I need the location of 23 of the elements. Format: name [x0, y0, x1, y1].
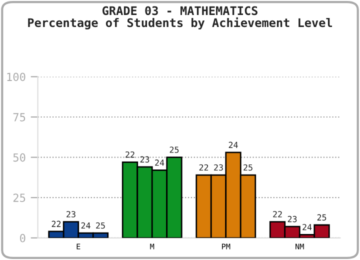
text: 24 — [302, 224, 312, 230]
text: 23 — [288, 216, 297, 222]
text: 25 — [96, 222, 105, 229]
y-tick-label: 75 — [13, 113, 26, 122]
y-tick-label: 0 — [20, 234, 26, 242]
text: 24 — [228, 142, 238, 148]
text: 22 — [273, 211, 282, 218]
series-label: 25 — [170, 146, 179, 153]
series-label: 22 — [52, 220, 61, 227]
text: 23 — [214, 164, 223, 171]
text: 23 — [66, 211, 76, 218]
series-label: 24 — [81, 222, 90, 229]
chart-subtitle: Percentage of Students by Achievement Level — [28, 17, 332, 30]
y-tick-label: 25 — [13, 194, 26, 202]
text: 22 — [199, 164, 208, 171]
chart-title: GRADE 03 - MATHEMATICS — [102, 6, 258, 16]
text: 22 — [126, 151, 134, 158]
y-tick-label: 100 — [7, 72, 26, 82]
series-label: 23 — [140, 156, 150, 163]
text: 25 — [317, 214, 326, 221]
text: 25 — [244, 164, 252, 171]
text: 24 — [155, 160, 164, 166]
y-tick-label: 50 — [13, 153, 26, 162]
